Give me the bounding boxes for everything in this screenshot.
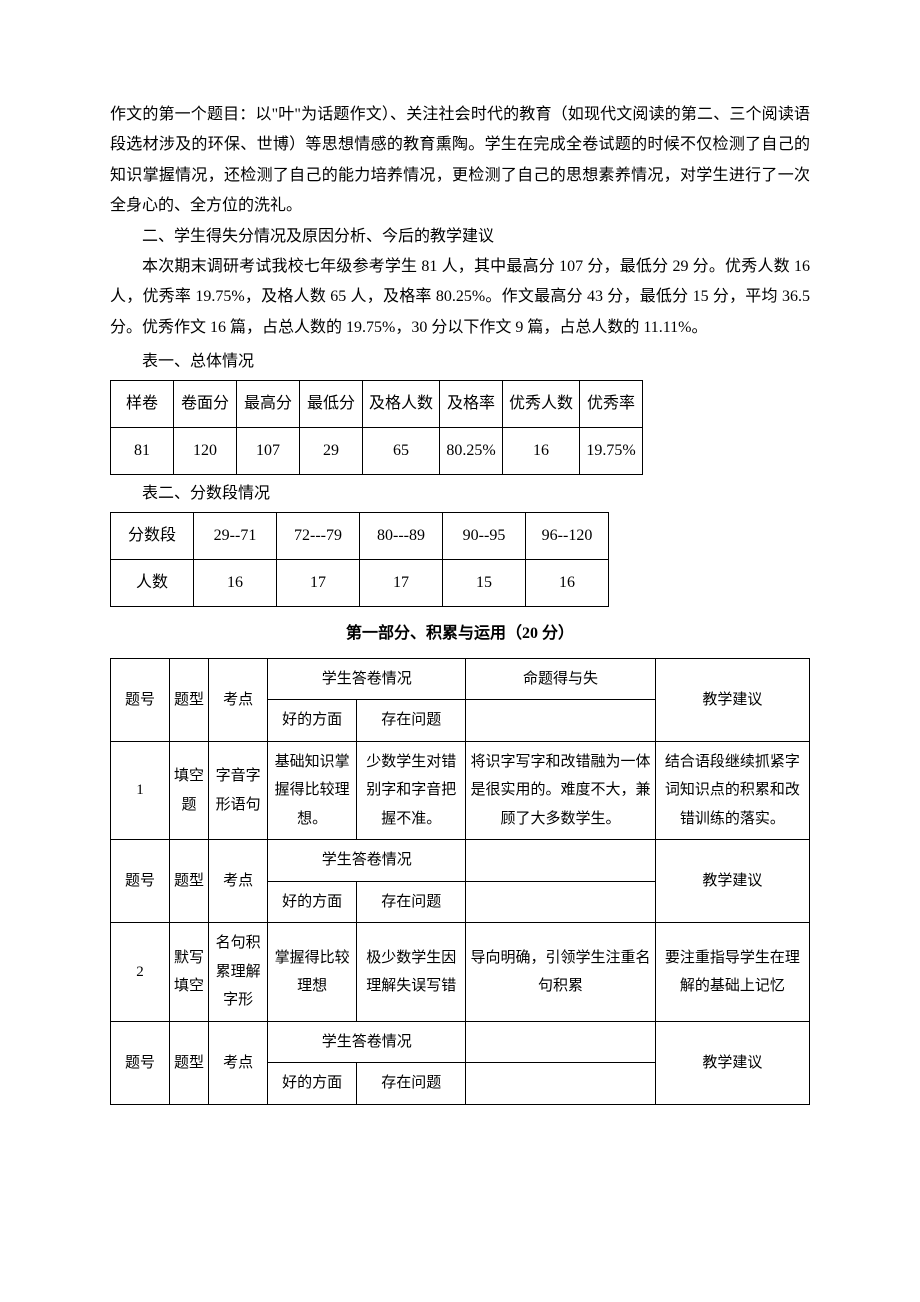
cell-empty [466,1063,655,1105]
th-type: 题型 [170,1021,209,1104]
th-bad: 存在问题 [357,1063,466,1105]
cell-empty [466,700,655,742]
cell: 16 [194,560,277,607]
th-count: 人数 [111,560,194,607]
table-row: 2 默写填空 名句积累理解字形 掌握得比较理想 极少数学生因理解失误写错 导向明… [111,923,810,1022]
th-eval: 命题得与失 [466,658,655,700]
th-band: 分数段 [111,512,194,559]
cell: 120 [174,427,237,474]
cell-num: 1 [111,741,170,840]
cell: 19.75% [580,427,643,474]
th-ex-rate: 优秀率 [580,380,643,427]
cell: 17 [277,560,360,607]
th-answer: 学生答卷情况 [268,840,466,882]
table-row: 样卷 卷面分 最高分 最低分 及格人数 及格率 优秀人数 优秀率 [111,380,643,427]
cell: 81 [111,427,174,474]
cell-point: 字音字形语句 [209,741,268,840]
cell-num: 2 [111,923,170,1022]
th-bad: 存在问题 [357,700,466,742]
th-good: 好的方面 [268,1063,357,1105]
table-row: 题号 题型 考点 学生答卷情况 命题得与失 教学建议 [111,658,810,700]
table1-caption: 表一、总体情况 [110,347,810,377]
cell: 65 [363,427,440,474]
table-row: 人数 16 17 17 15 16 [111,560,609,607]
th-num: 题号 [111,1021,170,1104]
th-ex-count: 优秀人数 [503,380,580,427]
paragraph-3: 本次期末调研考试我校七年级参考学生 81 人，其中最高分 107 分，最低分 2… [110,252,810,343]
cell-suggest: 结合语段继续抓紧字词知识点的积累和改错训练的落实。 [655,741,809,840]
th-suggest: 教学建议 [655,1021,809,1104]
table-row: 题号 题型 考点 学生答卷情况 教学建议 [111,1021,810,1063]
th-bad: 存在问题 [357,881,466,923]
th-max: 最高分 [237,380,300,427]
cell-type: 填空题 [170,741,209,840]
cell: 72---79 [277,512,360,559]
th-answer: 学生答卷情况 [268,1021,466,1063]
table-overall: 样卷 卷面分 最高分 最低分 及格人数 及格率 优秀人数 优秀率 81 120 … [110,380,643,476]
cell-eval: 将识字写字和改错融为一体是很实用的。难度不大，兼顾了大多数学生。 [466,741,655,840]
cell: 16 [503,427,580,474]
cell-eval: 导向明确，引领学生注重名句积累 [466,923,655,1022]
cell: 96--120 [526,512,609,559]
section-title-part1: 第一部分、积累与运用（20 分） [110,619,810,649]
cell: 16 [526,560,609,607]
table-row: 分数段 29--71 72---79 80---89 90--95 96--12… [111,512,609,559]
cell-good: 基础知识掌握得比较理想。 [268,741,357,840]
th-type: 题型 [170,840,209,923]
cell-bad: 少数学生对错别字和字音把握不准。 [357,741,466,840]
cell-suggest: 要注重指导学生在理解的基础上记忆 [655,923,809,1022]
cell: 29 [300,427,363,474]
cell: 107 [237,427,300,474]
cell-good: 掌握得比较理想 [268,923,357,1022]
cell: 15 [443,560,526,607]
th-good: 好的方面 [268,700,357,742]
th-good: 好的方面 [268,881,357,923]
table-analysis: 题号 题型 考点 学生答卷情况 命题得与失 教学建议 好的方面 存在问题 1 填… [110,658,810,1105]
th-num: 题号 [111,658,170,741]
cell: 17 [360,560,443,607]
th-min: 最低分 [300,380,363,427]
table2-caption: 表二、分数段情况 [110,479,810,509]
th-num: 题号 [111,840,170,923]
th-type: 题型 [170,658,209,741]
cell-type: 默写填空 [170,923,209,1022]
table-row: 81 120 107 29 65 80.25% 16 19.75% [111,427,643,474]
th-suggest: 教学建议 [655,840,809,923]
th-point: 考点 [209,840,268,923]
cell: 29--71 [194,512,277,559]
cell: 80.25% [440,427,503,474]
table-score-bands: 分数段 29--71 72---79 80---89 90--95 96--12… [110,512,609,608]
cell-bad: 极少数学生因理解失误写错 [357,923,466,1022]
table-row: 1 填空题 字音字形语句 基础知识掌握得比较理想。 少数学生对错别字和字音把握不… [111,741,810,840]
th-pass-rate: 及格率 [440,380,503,427]
cell-empty [466,881,655,923]
th-pass-count: 及格人数 [363,380,440,427]
th-point: 考点 [209,658,268,741]
cell-empty [466,1021,655,1063]
th-sample: 样卷 [111,380,174,427]
table-row: 题号 题型 考点 学生答卷情况 教学建议 [111,840,810,882]
th-suggest: 教学建议 [655,658,809,741]
paragraph-1: 作文的第一个题目：以"叶"为话题作文）、关注社会时代的教育（如现代文阅读的第二、… [110,100,810,222]
cell: 90--95 [443,512,526,559]
cell: 80---89 [360,512,443,559]
cell-point: 名句积累理解字形 [209,923,268,1022]
th-point: 考点 [209,1021,268,1104]
th-full: 卷面分 [174,380,237,427]
heading-section-2: 二、学生得失分情况及原因分析、今后的教学建议 [110,222,810,252]
cell-empty [466,840,655,882]
th-answer: 学生答卷情况 [268,658,466,700]
